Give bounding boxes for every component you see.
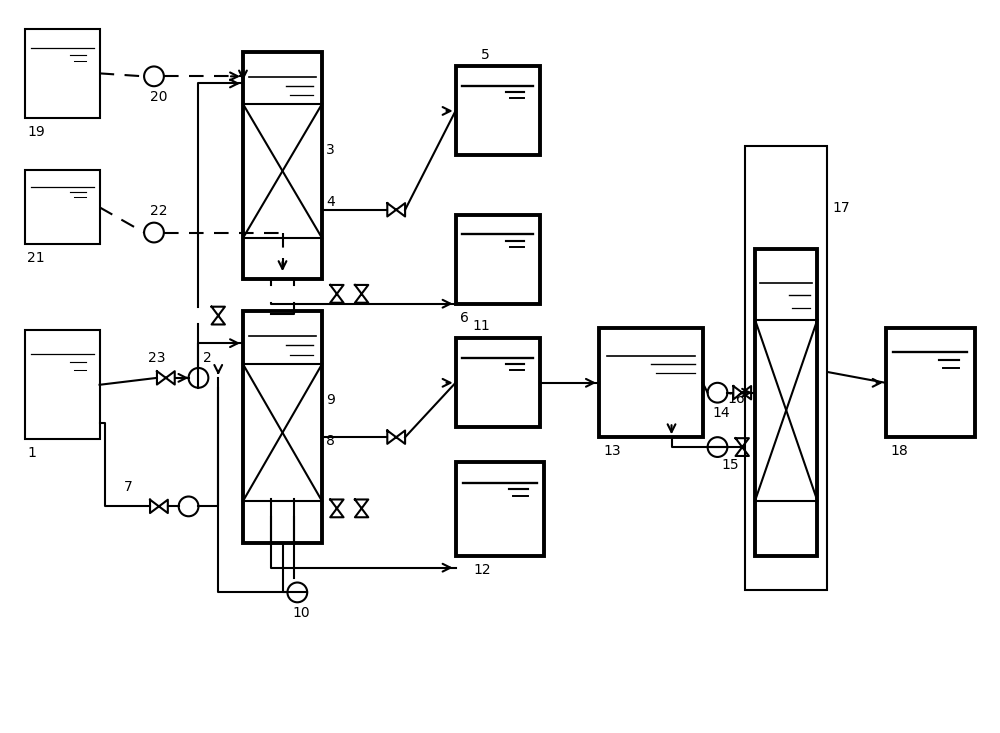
Bar bbox=[745, 146, 827, 590]
Text: 20: 20 bbox=[150, 90, 168, 104]
Text: 8: 8 bbox=[326, 435, 335, 449]
Bar bbox=[25, 170, 100, 244]
Text: 12: 12 bbox=[473, 563, 491, 577]
Bar bbox=[456, 67, 540, 155]
Text: 23: 23 bbox=[148, 351, 166, 365]
Bar bbox=[886, 328, 975, 437]
Text: 3: 3 bbox=[326, 143, 335, 157]
Text: 15: 15 bbox=[721, 458, 739, 472]
Bar bbox=[243, 51, 322, 279]
Bar bbox=[456, 215, 540, 303]
Text: 5: 5 bbox=[481, 48, 489, 62]
Bar bbox=[456, 462, 544, 556]
Text: 18: 18 bbox=[891, 444, 908, 458]
Text: 14: 14 bbox=[713, 406, 730, 421]
Text: 4: 4 bbox=[326, 195, 335, 209]
Text: 6: 6 bbox=[460, 311, 469, 325]
Bar bbox=[25, 331, 100, 439]
Bar bbox=[599, 328, 703, 437]
Text: 10: 10 bbox=[292, 606, 310, 620]
Text: 16: 16 bbox=[727, 391, 745, 405]
Bar bbox=[456, 339, 540, 427]
Text: 13: 13 bbox=[604, 444, 621, 458]
Text: 19: 19 bbox=[27, 125, 45, 139]
Text: 9: 9 bbox=[326, 393, 335, 407]
Text: 21: 21 bbox=[27, 251, 45, 265]
Text: 1: 1 bbox=[27, 446, 36, 460]
Text: 2: 2 bbox=[203, 351, 212, 365]
Text: 11: 11 bbox=[472, 320, 490, 334]
Text: 7: 7 bbox=[124, 479, 133, 493]
Bar bbox=[25, 29, 100, 118]
Bar bbox=[243, 311, 322, 543]
Text: 17: 17 bbox=[832, 202, 850, 216]
Text: 22: 22 bbox=[150, 204, 168, 218]
Bar bbox=[755, 249, 817, 556]
